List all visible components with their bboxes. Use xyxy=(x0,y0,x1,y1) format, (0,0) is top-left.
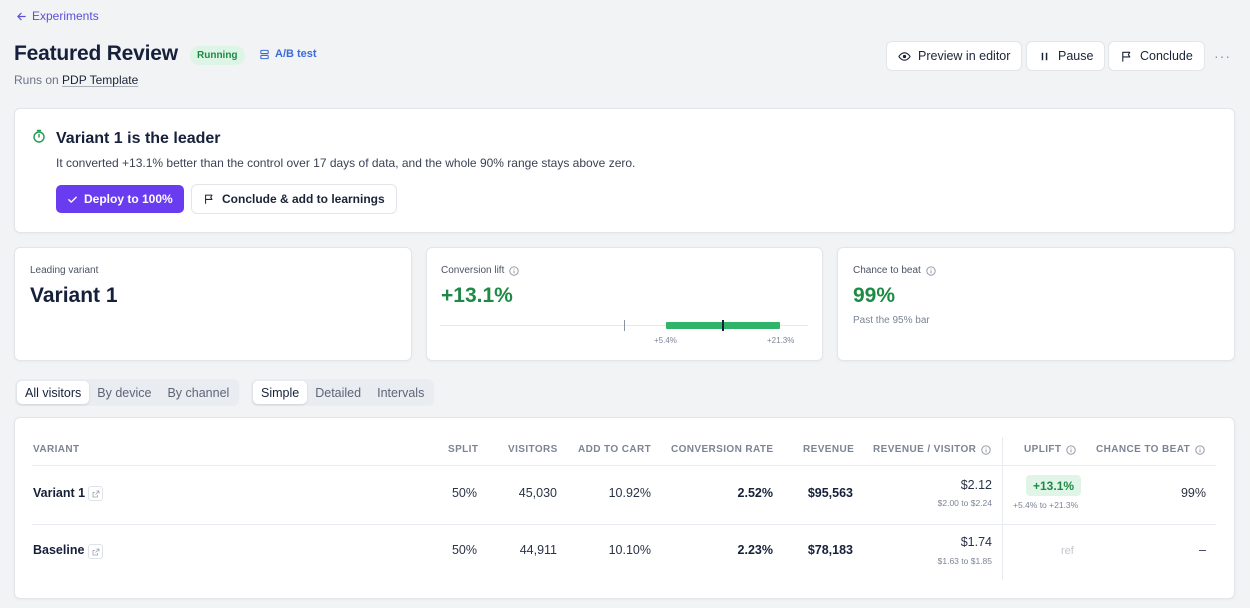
revenue-per-visitor-range: $1.63 to $1.85 xyxy=(937,556,992,566)
column-header-split[interactable]: SPLIT xyxy=(448,444,479,455)
variant-name[interactable]: Baseline xyxy=(33,543,85,557)
chance-to-beat-card: Chance to beat 99% Past the 95% bar xyxy=(837,247,1235,361)
runs-on: Runs on PDP Template xyxy=(14,73,138,87)
conclude-add-learnings-label: Conclude & add to learnings xyxy=(222,192,385,206)
lift-zero-marker xyxy=(624,320,625,331)
pause-icon xyxy=(1041,52,1048,60)
row-divider xyxy=(32,465,1216,466)
status-badge: Running xyxy=(190,46,245,65)
info-icon[interactable] xyxy=(1195,444,1205,455)
split-value: 50% xyxy=(451,486,477,500)
column-divider xyxy=(1002,437,1003,580)
split-value: 50% xyxy=(451,543,477,557)
conversion-rate-value: 2.23% xyxy=(737,543,773,557)
lift-range-high: +21.3% xyxy=(767,336,795,345)
conversion-lift-label: Conversion lift xyxy=(441,265,520,276)
tab-by-channel[interactable]: By channel xyxy=(167,385,230,400)
conclude-label: Conclude xyxy=(1140,49,1193,63)
info-icon[interactable] xyxy=(926,265,936,276)
chance-to-beat-value: 99% xyxy=(1180,486,1206,500)
pause-button[interactable]: Pause xyxy=(1026,41,1106,71)
visitors-value: 45,030 xyxy=(518,486,557,500)
external-link-icon xyxy=(92,548,99,555)
runs-on-prefix: Runs on xyxy=(14,73,59,87)
column-header-revenue-per-visitor[interactable]: REVENUE / VISITOR xyxy=(873,444,991,455)
revenue-per-visitor-value: $2.12 xyxy=(960,478,992,492)
leading-variant-label: Leading variant xyxy=(30,265,99,276)
revenue-value: $78,183 xyxy=(807,543,853,557)
chance-to-beat-label: Chance to beat xyxy=(853,265,936,276)
template-link[interactable]: PDP Template xyxy=(62,73,139,87)
column-header-uplift[interactable]: UPLIFT xyxy=(1024,444,1077,455)
column-header-variant[interactable]: VARIANT xyxy=(33,444,80,455)
column-header-visitors[interactable]: VISITORS xyxy=(508,444,558,455)
uplift-range: +5.4% to +21.3% xyxy=(1013,500,1079,510)
preview-label: Preview in editor xyxy=(918,49,1011,63)
add-to-cart-value: 10.92% xyxy=(608,486,651,500)
column-header-add-to-cart[interactable]: ADD TO CART xyxy=(578,444,652,455)
lift-range-low: +5.4% xyxy=(654,336,677,345)
tab-simple[interactable]: Simple xyxy=(253,381,308,404)
conclude-button[interactable]: Conclude xyxy=(1108,41,1205,71)
revenue-per-visitor-range: $2.00 to $2.24 xyxy=(937,498,992,508)
open-variant-button[interactable] xyxy=(88,486,103,501)
chance-to-beat-value: 99% xyxy=(853,284,896,307)
audience-tabs: All visitors By device By channel xyxy=(15,379,240,406)
open-variant-button[interactable] xyxy=(88,544,103,559)
info-icon[interactable] xyxy=(509,265,520,276)
chance-to-beat-sub: Past the 95% bar xyxy=(853,315,930,326)
conversion-lift-card: Conversion lift +13.1% xyxy=(426,247,823,361)
tab-by-device[interactable]: By device xyxy=(97,385,152,400)
back-link[interactable]: Experiments xyxy=(16,9,99,23)
preview-in-editor-button[interactable]: Preview in editor xyxy=(886,41,1023,71)
pause-label: Pause xyxy=(1058,49,1094,63)
stopwatch-icon xyxy=(33,129,45,143)
variant-name[interactable]: Variant 1 xyxy=(33,486,86,500)
leader-description: It converted +13.1% better than the cont… xyxy=(56,156,636,170)
page-title: Featured Review xyxy=(14,42,178,65)
tab-intervals[interactable]: Intervals xyxy=(377,385,425,400)
back-link-label: Experiments xyxy=(32,9,99,23)
external-link-icon xyxy=(92,490,99,497)
info-icon[interactable] xyxy=(1066,444,1077,455)
results-table xyxy=(14,417,1235,599)
row-divider xyxy=(32,524,1216,525)
uplift-reference: ref xyxy=(1061,545,1074,557)
column-header-conversion-rate[interactable]: CONVERSION RATE xyxy=(671,444,774,455)
leading-variant-value: Variant 1 xyxy=(30,284,118,307)
conversion-rate-value: 2.52% xyxy=(737,486,773,500)
visitors-value: 44,911 xyxy=(519,543,557,557)
tab-detailed[interactable]: Detailed xyxy=(315,385,362,400)
add-to-cart-value: 10.10% xyxy=(608,543,651,557)
column-header-revenue[interactable]: REVENUE xyxy=(803,444,855,455)
eye-icon xyxy=(898,51,911,61)
conversion-lift-value: +13.1% xyxy=(441,284,513,307)
flag-icon xyxy=(205,194,213,204)
tab-all-visitors[interactable]: All visitors xyxy=(17,381,90,404)
arrow-left-icon xyxy=(17,12,26,20)
experiment-type-label: A/B test xyxy=(275,48,317,60)
flag-icon xyxy=(1122,51,1131,62)
deploy-label: Deploy to 100% xyxy=(84,192,173,206)
experiment-type-tag: A/B test xyxy=(259,48,317,60)
column-header-chance-to-beat[interactable]: CHANCE TO BEAT xyxy=(1096,444,1205,455)
split-test-icon xyxy=(260,49,269,59)
view-tabs: Simple Detailed Intervals xyxy=(251,379,435,406)
chance-to-beat-value: – xyxy=(1199,543,1206,557)
uplift-badge: +13.1% xyxy=(1026,475,1082,496)
info-icon[interactable] xyxy=(981,444,991,455)
leader-title: Variant 1 is the leader xyxy=(56,130,221,147)
revenue-value: $95,563 xyxy=(807,486,853,500)
deploy-button[interactable]: Deploy to 100% xyxy=(56,185,184,213)
more-options-icon[interactable]: ··· xyxy=(1214,48,1231,64)
conclude-add-learnings-button[interactable]: Conclude & add to learnings xyxy=(191,184,397,214)
check-icon xyxy=(68,196,77,203)
revenue-per-visitor-value: $1.74 xyxy=(960,535,992,549)
leader-card xyxy=(14,108,1235,233)
lift-point-estimate xyxy=(722,320,724,331)
leading-variant-card: Leading variant Variant 1 xyxy=(14,247,412,361)
